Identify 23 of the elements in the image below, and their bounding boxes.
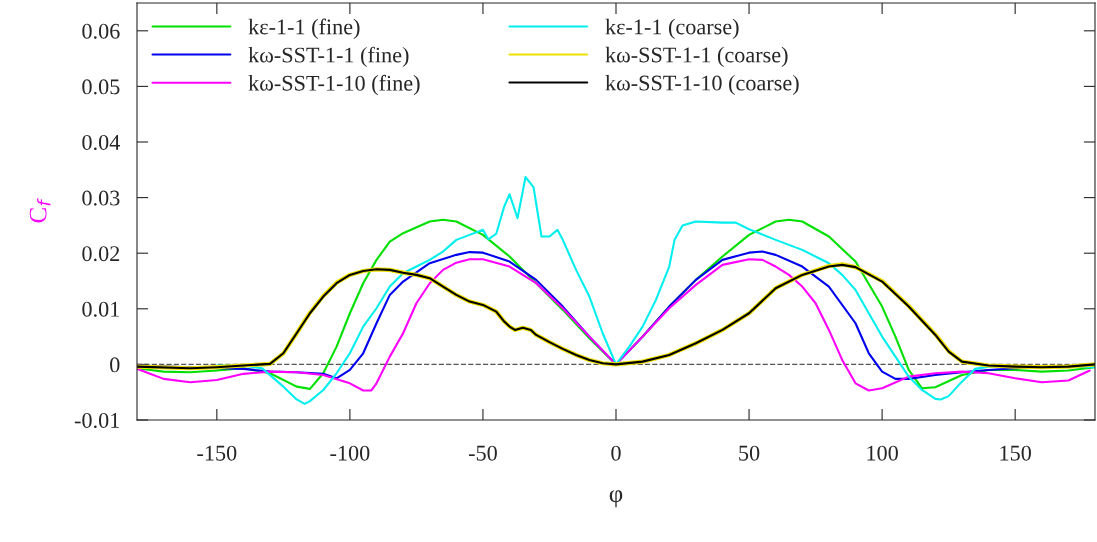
x-tick-label: -100 xyxy=(330,445,370,461)
y-tick-label: -0.01 xyxy=(74,412,119,429)
x-tick-label: 150 xyxy=(1000,445,1031,461)
y-tick-label: 0.04 xyxy=(82,134,120,151)
y-tick-label: 0.05 xyxy=(82,79,120,95)
legend-label: kω-SST-1-10 (fine) xyxy=(248,74,420,96)
legend-label: kε-1-1 (fine) xyxy=(248,18,360,39)
x-tick-label: 0 xyxy=(611,445,621,461)
legend-label: kω-SST-1-1 (fine) xyxy=(248,46,409,68)
y-axis-title: C$_{f}$ xyxy=(29,198,51,223)
x-tick-label: 100 xyxy=(867,445,898,461)
x-axis-title: φ xyxy=(609,490,623,508)
y-tick-label: 0.02 xyxy=(82,246,120,262)
y-tick-label: 0.03 xyxy=(82,190,120,206)
legend-label: kε-1-1 (coarse) xyxy=(605,18,739,39)
legend-label: kω-SST-1-10 (coarse) xyxy=(605,74,799,96)
y-tick-label: 0 xyxy=(110,357,120,373)
y-tick-label: 0.06 xyxy=(82,23,120,39)
legend-label: kω-SST-1-1 (coarse) xyxy=(605,46,788,67)
y-tick-label: 0.01 xyxy=(82,301,119,317)
x-tick-label: -150 xyxy=(197,445,237,461)
x-tick-label: 50 xyxy=(739,445,760,461)
x-tick-label: -50 xyxy=(468,445,497,461)
